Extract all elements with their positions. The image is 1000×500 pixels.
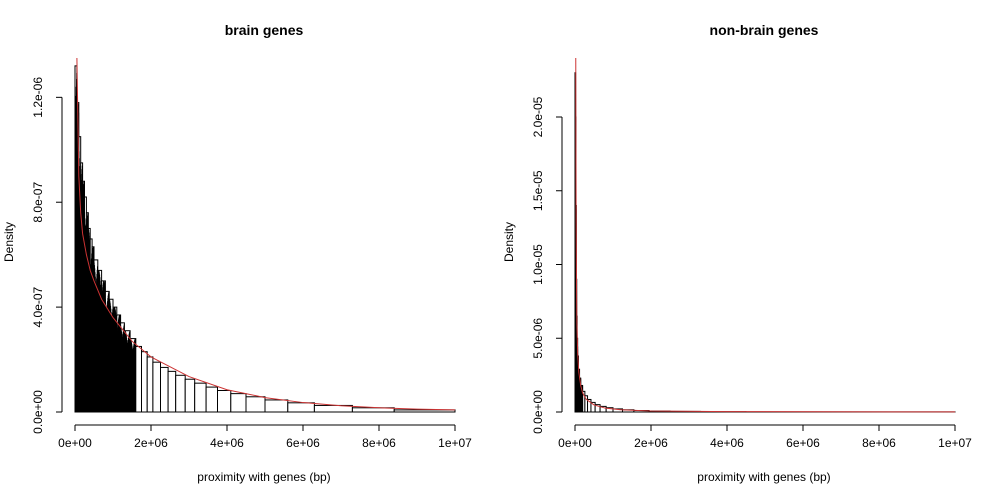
histogram-bar — [205, 386, 219, 413]
panel-non-brain-genes: non-brain genes 0e+00 2e+06 4e+06 6e+06 8e+0… — [502, 22, 972, 484]
x-axis-label: proximity with genes (bp) — [697, 470, 830, 484]
histogram-bar — [245, 396, 266, 413]
histogram-bar — [175, 374, 186, 413]
y-tick-label: 5.0e-06 — [531, 318, 545, 359]
y-tick-label: 4.0e-07 — [31, 286, 45, 327]
chart-title: non-brain genes — [710, 22, 819, 38]
histogram-bar — [194, 382, 207, 413]
bars-group — [574, 72, 956, 413]
histogram-bar — [184, 378, 196, 413]
histogram-bar — [152, 361, 161, 413]
y-tick-label: 1.2e-06 — [31, 77, 45, 118]
x-tick-label: 0e+00 — [58, 436, 92, 450]
panel-brain-genes: brain genes 0e+00 2e+06 4e+06 6e+06 8e+06 1e+… — [2, 22, 472, 484]
x-tick-label: 6e+06 — [286, 436, 320, 450]
axes-group: 0e+00 2e+06 4e+06 6e+06 8e+06 1e+07 0.0e+00 5.0… — [531, 96, 972, 450]
histogram-bar — [146, 356, 154, 413]
x-tick-label: 6e+06 — [786, 436, 820, 450]
x-axis-label: proximity with genes (bp) — [197, 470, 330, 484]
histogram-bar — [287, 402, 315, 413]
y-tick-label: 0.0e+00 — [31, 390, 45, 434]
y-axis-label: Density — [502, 222, 516, 262]
density-curve — [76, 57, 456, 411]
histogram-bar — [160, 366, 169, 413]
density-curve-group — [575, 57, 956, 413]
histogram-bar — [230, 393, 247, 413]
x-tick-label: 8e+06 — [862, 436, 896, 450]
y-tick-label: 2.0e-05 — [531, 96, 545, 137]
x-tick-label: 8e+06 — [362, 436, 396, 450]
bars-group — [74, 65, 456, 413]
y-axis-label: Density — [2, 222, 16, 262]
chart-title: brain genes — [225, 22, 304, 38]
x-tick-label: 1e+07 — [438, 436, 472, 450]
density-curve-group — [76, 57, 456, 411]
histogram-bar — [264, 399, 289, 413]
x-tick-label: 1e+07 — [938, 436, 972, 450]
x-tick-label: 4e+06 — [710, 436, 744, 450]
histogram-bar — [217, 390, 232, 413]
y-tick-label: 1.5e-05 — [531, 170, 545, 211]
histogram-bar — [141, 351, 148, 413]
y-tick-label: 0.0e+00 — [531, 390, 545, 434]
histogram-bar — [167, 370, 177, 413]
x-tick-label: 0e+00 — [558, 436, 592, 450]
x-tick-label: 2e+06 — [634, 436, 668, 450]
histogram-bar — [135, 345, 143, 413]
y-tick-label: 1.0e-05 — [531, 244, 545, 285]
y-tick-label: 8.0e-07 — [31, 182, 45, 223]
density-curve — [575, 57, 956, 413]
axes-group: 0e+00 2e+06 4e+06 6e+06 8e+06 1e+07 0.0e+00 4.0… — [31, 77, 472, 450]
x-tick-label: 2e+06 — [134, 436, 168, 450]
x-tick-label: 4e+06 — [210, 436, 244, 450]
